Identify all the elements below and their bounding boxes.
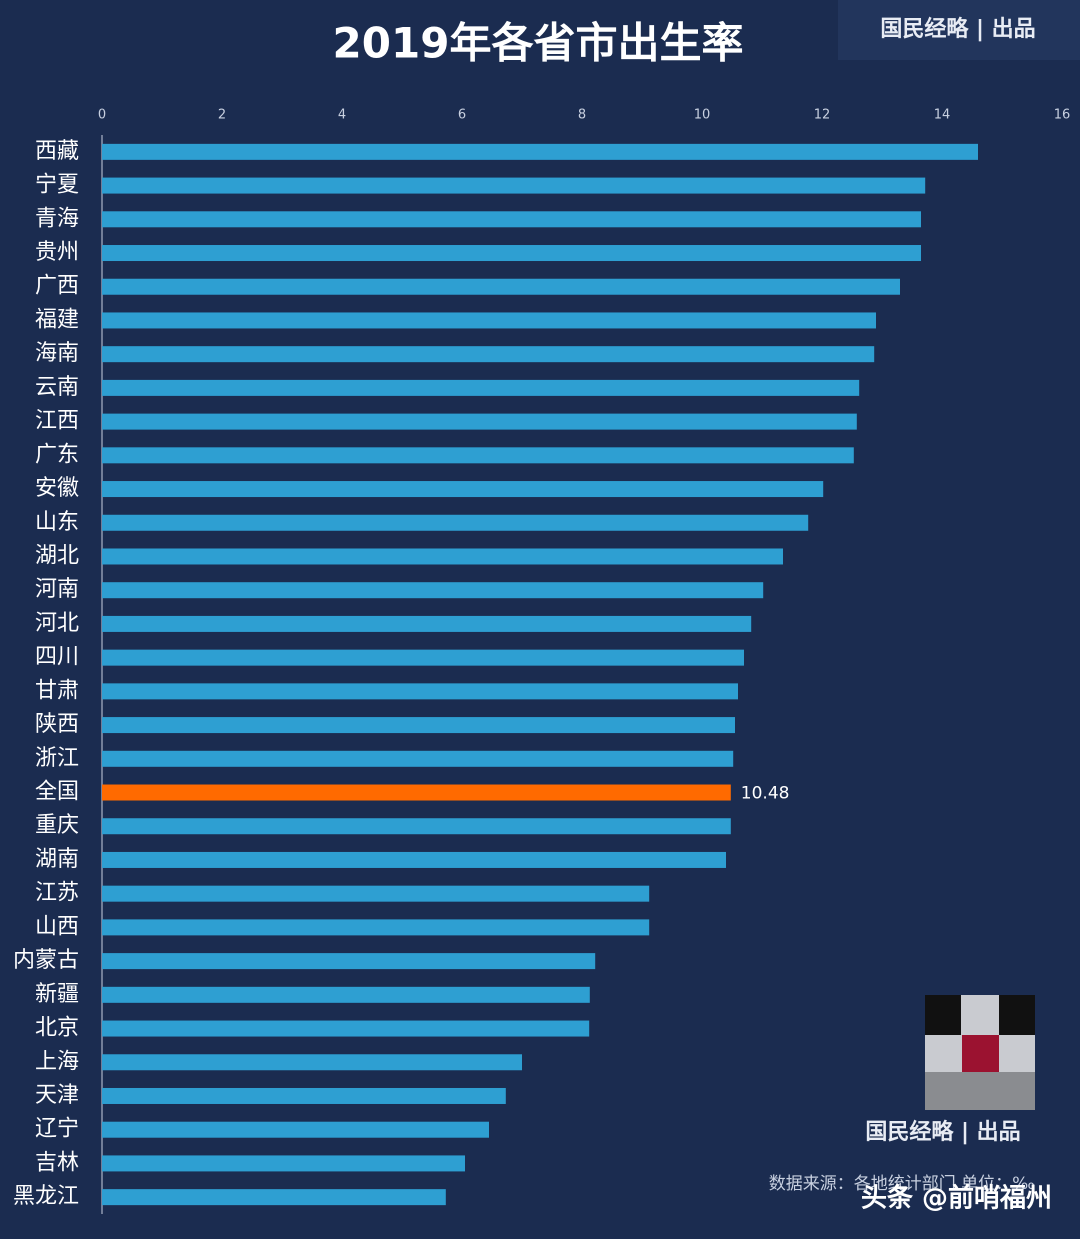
data-label: 10.48 [741,784,790,804]
bar [102,615,752,632]
bar [102,717,735,734]
brand: 国民经略 | 出品 [880,16,1035,42]
y-tick-label: 全国 [35,780,79,805]
watermark: 头条 @前哨福州 [861,1183,1052,1214]
y-tick-label: 吉林 [35,1150,79,1175]
y-tick-label: 辽宁 [35,1117,79,1142]
y-tick-label: 上海 [35,1049,79,1074]
x-tick-label: 8 [578,108,586,123]
y-tick-label: 河北 [35,611,79,636]
brand-bottom: 国民经略 | 出品 [865,1119,1020,1145]
bar [102,379,860,396]
bar [102,750,734,767]
y-tick-label: 广东 [35,442,79,467]
bar [102,1054,522,1071]
y-tick-label: 黑龙江 [13,1184,79,1209]
bar [102,885,650,902]
bar [102,683,738,700]
y-tick-label: 宁夏 [35,173,79,198]
y-tick-label: 安徽 [35,476,79,501]
y-tick-label: 江西 [35,409,79,434]
bar [102,784,731,801]
bar [102,514,809,531]
y-tick-label: 湖南 [35,847,79,872]
bar [102,278,900,295]
logo-cell [925,1072,1035,1110]
bar [102,245,921,262]
x-tick-label: 4 [338,108,346,123]
y-tick-label: 西藏 [35,139,79,164]
y-tick-label: 天津 [35,1083,79,1108]
y-tick-label: 河南 [35,577,79,602]
x-tick-label: 0 [98,108,106,123]
chart-title: 2019年各省市出生率 [333,19,744,68]
y-tick-label: 重庆 [35,813,79,838]
bar [102,177,926,194]
y-tick-label: 广西 [35,274,79,299]
y-tick-label: 湖北 [35,543,79,568]
logo-cell [999,995,1035,1035]
y-tick-label: 四川 [35,645,79,670]
y-tick-label: 新疆 [35,982,79,1007]
bar [102,649,744,666]
bar [102,1189,446,1206]
x-tick-label: 10 [694,108,711,123]
bar [102,1087,506,1104]
bar [102,1121,489,1138]
bar [102,953,596,970]
bar [102,413,857,430]
y-tick-label: 青海 [35,206,79,231]
bar [102,818,731,835]
bar [102,143,978,160]
source-note: 数据来源：各地统计部门 单位：‰ [769,1174,1035,1194]
bar [102,1155,465,1172]
bar [102,447,854,464]
logo-cell [925,995,961,1035]
y-tick-label: 甘肃 [35,678,79,703]
bar [102,986,590,1003]
y-tick-label: 江苏 [35,881,79,906]
logo-cell [962,1035,999,1072]
bar [102,346,875,363]
y-tick-label: 云南 [35,375,79,400]
y-tick-label: 北京 [35,1016,79,1041]
y-tick-label: 山东 [35,510,79,535]
bar [102,548,783,565]
x-tick-label: 2 [218,108,226,123]
x-tick-label: 12 [814,108,831,123]
y-tick-label: 内蒙古 [13,948,79,973]
bar [102,481,824,498]
y-tick-label: 陕西 [35,712,79,737]
y-tick-label: 山西 [35,914,79,939]
bar [102,211,921,228]
bar [102,582,764,599]
y-tick-label: 福建 [35,307,79,332]
y-tick-label: 贵州 [35,240,79,265]
x-tick-label: 14 [934,108,951,123]
x-tick-label: 6 [458,108,466,123]
brand-box [838,0,1080,60]
bar [102,312,876,329]
y-tick-label: 海南 [35,341,79,366]
x-tick-label: 16 [1054,108,1071,123]
bar [102,919,650,936]
y-tick-label: 浙江 [35,746,79,771]
bar [102,851,726,868]
bar [102,1020,590,1037]
logo [925,995,1035,1110]
